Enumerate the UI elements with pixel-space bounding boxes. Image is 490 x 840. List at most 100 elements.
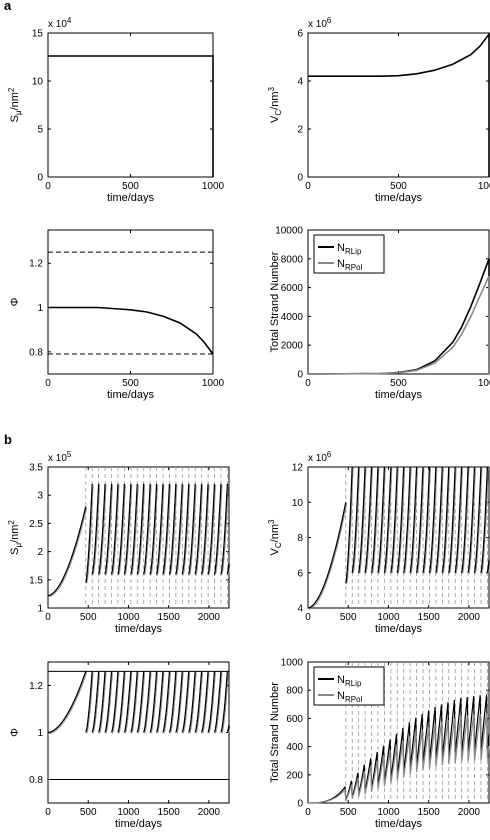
series-line bbox=[104, 483, 113, 575]
series-line bbox=[308, 712, 490, 804]
y-axis-label: Sμ/nm2 bbox=[7, 520, 23, 555]
x-tick-label: 2000 bbox=[198, 807, 221, 818]
series-line bbox=[422, 466, 431, 573]
series-line bbox=[48, 306, 214, 355]
series-line bbox=[136, 483, 145, 575]
y-tick-label: 0 bbox=[297, 799, 303, 810]
axes-box bbox=[47, 466, 230, 609]
series-line bbox=[143, 483, 151, 575]
series-line-shadow bbox=[385, 467, 393, 574]
series-line-shadow bbox=[215, 484, 223, 576]
series-line-shadow bbox=[99, 484, 107, 576]
series-line-shadow bbox=[430, 467, 438, 574]
legend-label: NRPol bbox=[337, 258, 363, 272]
series-line-shadow bbox=[208, 672, 216, 734]
series-line-shadow bbox=[215, 672, 223, 734]
series-line bbox=[345, 466, 353, 584]
plot-b2: 0 500 1000 1500 2000 4 6 8 10 12 time/days VC/nm3 x … bbox=[267, 450, 490, 635]
panel-letter-a: a bbox=[4, 0, 12, 13]
series-line-shadow bbox=[423, 467, 431, 574]
series-line-shadow bbox=[92, 672, 101, 734]
axis-multiplier: x 106 bbox=[308, 450, 332, 464]
series-line-shadow bbox=[182, 672, 191, 734]
y-tick-label: 0.8 bbox=[29, 775, 43, 786]
y-tick-label: 2000 bbox=[281, 341, 304, 352]
y-tick-label: 1.2 bbox=[29, 681, 43, 692]
series-line-shadow bbox=[163, 672, 171, 734]
series-line-shadow bbox=[131, 484, 139, 576]
series-line bbox=[123, 483, 132, 575]
x-tick-label: 500 bbox=[80, 612, 97, 623]
series-line-shadow bbox=[436, 467, 444, 574]
series-line-shadow bbox=[92, 484, 101, 576]
series-line-shadow bbox=[157, 484, 165, 576]
series-line-shadow bbox=[131, 672, 139, 734]
series-line bbox=[175, 671, 183, 733]
x-tick-label: 1500 bbox=[418, 807, 441, 818]
series-line bbox=[220, 671, 229, 733]
series-line bbox=[130, 483, 138, 575]
series-line-shadow bbox=[163, 484, 171, 576]
series-line-shadow bbox=[170, 484, 178, 576]
y-tick-label: 4000 bbox=[281, 312, 304, 323]
x-axis-label: time/days bbox=[107, 192, 155, 204]
series-line-shadow bbox=[346, 467, 354, 585]
series-line bbox=[194, 483, 203, 575]
x-tick-label: 0 bbox=[45, 807, 51, 818]
series-line-shadow bbox=[372, 467, 380, 574]
series-line bbox=[409, 466, 418, 573]
series-line-shadow bbox=[449, 467, 457, 574]
series-line-shadow bbox=[112, 672, 120, 734]
series-line-shadow bbox=[48, 672, 88, 734]
series-line-shadow bbox=[442, 467, 451, 574]
x-tick-label: 0 bbox=[305, 612, 311, 623]
series-line-shadow bbox=[228, 725, 231, 734]
y-tick-label: 10000 bbox=[275, 226, 303, 237]
series-line bbox=[181, 483, 190, 575]
series-line-shadow bbox=[475, 467, 483, 574]
series-line-shadow bbox=[481, 467, 489, 574]
series-line-shadow bbox=[118, 484, 126, 576]
x-tick-label: 1000 bbox=[377, 807, 400, 818]
y-axis-label: VC/nm3 bbox=[267, 519, 283, 555]
x-tick-label: 0 bbox=[45, 181, 51, 192]
legend-label: NRLip bbox=[337, 242, 362, 256]
legend-box bbox=[313, 666, 385, 706]
series-line-shadow bbox=[105, 672, 113, 734]
y-axis-label: Total Strand Number bbox=[269, 251, 281, 352]
x-tick-label: 500 bbox=[80, 807, 97, 818]
x-tick-label: 1000 bbox=[117, 612, 140, 623]
y-tick-label: 1 bbox=[37, 303, 43, 314]
series-line bbox=[168, 483, 177, 575]
x-axis-label: time/days bbox=[115, 818, 163, 830]
series-line-shadow bbox=[391, 467, 399, 574]
x-tick-label: 500 bbox=[122, 378, 139, 389]
legend-box bbox=[313, 234, 385, 274]
plot-b1: 0 500 1000 1500 2000 1 1.5 2 2.5 3 3.5 time/days Sμ/… bbox=[7, 450, 231, 635]
y-tick-label: 15 bbox=[32, 29, 44, 40]
series-line-shadow bbox=[417, 467, 425, 574]
x-axis-label: time/days bbox=[115, 623, 163, 635]
series-line-shadow bbox=[468, 467, 476, 574]
y-tick-label: 200 bbox=[286, 770, 303, 781]
series-line-shadow bbox=[176, 672, 184, 734]
plot-b4: 0 500 1000 1500 200002004006008001000time/da… bbox=[269, 658, 490, 830]
series-line-shadow bbox=[118, 672, 126, 734]
y-tick-label: 0 bbox=[297, 173, 303, 184]
x-tick-label: 500 bbox=[340, 612, 357, 623]
series-line bbox=[207, 671, 216, 733]
series-line bbox=[486, 559, 490, 573]
series-line bbox=[47, 671, 87, 734]
x-tick-label: 500 bbox=[122, 181, 139, 192]
series-line bbox=[383, 466, 392, 573]
series-line bbox=[155, 483, 164, 575]
axes-box bbox=[307, 32, 490, 178]
panel-letter-b: b bbox=[4, 432, 12, 447]
x-tick-label: 0 bbox=[45, 378, 51, 389]
series-line bbox=[448, 466, 456, 573]
series-line bbox=[143, 671, 151, 733]
y-tick-label: 12 bbox=[292, 463, 304, 474]
series-line bbox=[473, 466, 482, 573]
legend-label: NRPol bbox=[337, 690, 363, 704]
